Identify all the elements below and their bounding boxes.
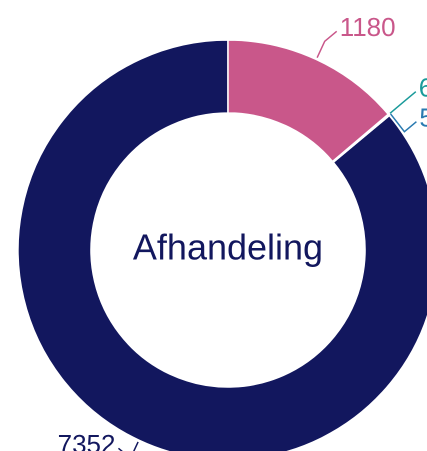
slice xyxy=(17,39,427,451)
leader-line xyxy=(117,441,139,451)
chart-title: Afhandeling xyxy=(133,227,323,268)
leader-line xyxy=(389,91,417,114)
data-label: 1180 xyxy=(340,12,396,42)
data-label: 5 xyxy=(419,103,427,133)
leader-line xyxy=(316,30,338,58)
leader-line xyxy=(390,113,417,133)
slice xyxy=(227,39,390,163)
data-label: 7352 xyxy=(58,429,116,451)
data-label: 6 xyxy=(419,73,427,103)
